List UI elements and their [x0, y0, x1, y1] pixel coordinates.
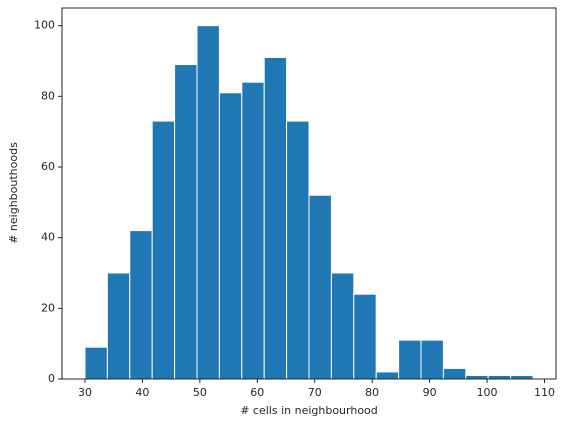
bar — [129, 230, 153, 380]
bar — [84, 346, 108, 380]
bar — [151, 120, 176, 380]
bar — [174, 64, 198, 380]
bar — [442, 367, 467, 380]
bar — [286, 120, 310, 380]
bar — [330, 272, 355, 380]
x-tick-label: 80 — [365, 386, 379, 399]
y-tick-label: 60 — [41, 160, 55, 173]
y-tick-label: 0 — [48, 372, 55, 385]
bar — [375, 371, 400, 380]
bar — [398, 339, 422, 380]
x-tick-label: 50 — [193, 386, 207, 399]
bar — [465, 374, 489, 380]
bar — [487, 374, 512, 380]
bar — [420, 339, 444, 380]
bar — [353, 293, 377, 380]
x-tick-label: 30 — [78, 386, 92, 399]
x-tick-label: 40 — [135, 386, 149, 399]
bar — [241, 81, 265, 380]
x-tick-label: 70 — [308, 386, 322, 399]
y-axis-label: # neighbouthoods — [7, 142, 20, 244]
x-axis-label: # cells in neighbourhood — [240, 404, 378, 417]
x-tick-label: 90 — [423, 386, 437, 399]
axes-frame — [61, 7, 557, 380]
x-tick-label: 60 — [250, 386, 264, 399]
bar — [218, 92, 243, 380]
y-tick-label: 20 — [41, 301, 55, 314]
bar — [196, 25, 220, 380]
bar — [263, 56, 288, 380]
y-tick-label: 100 — [34, 19, 55, 32]
bar — [106, 272, 131, 380]
y-tick-label: 40 — [41, 231, 55, 244]
y-tick-label: 80 — [41, 89, 55, 102]
bar — [510, 374, 534, 380]
bar — [308, 194, 332, 380]
x-tick-label: 110 — [534, 386, 555, 399]
x-tick-label: 100 — [477, 386, 498, 399]
